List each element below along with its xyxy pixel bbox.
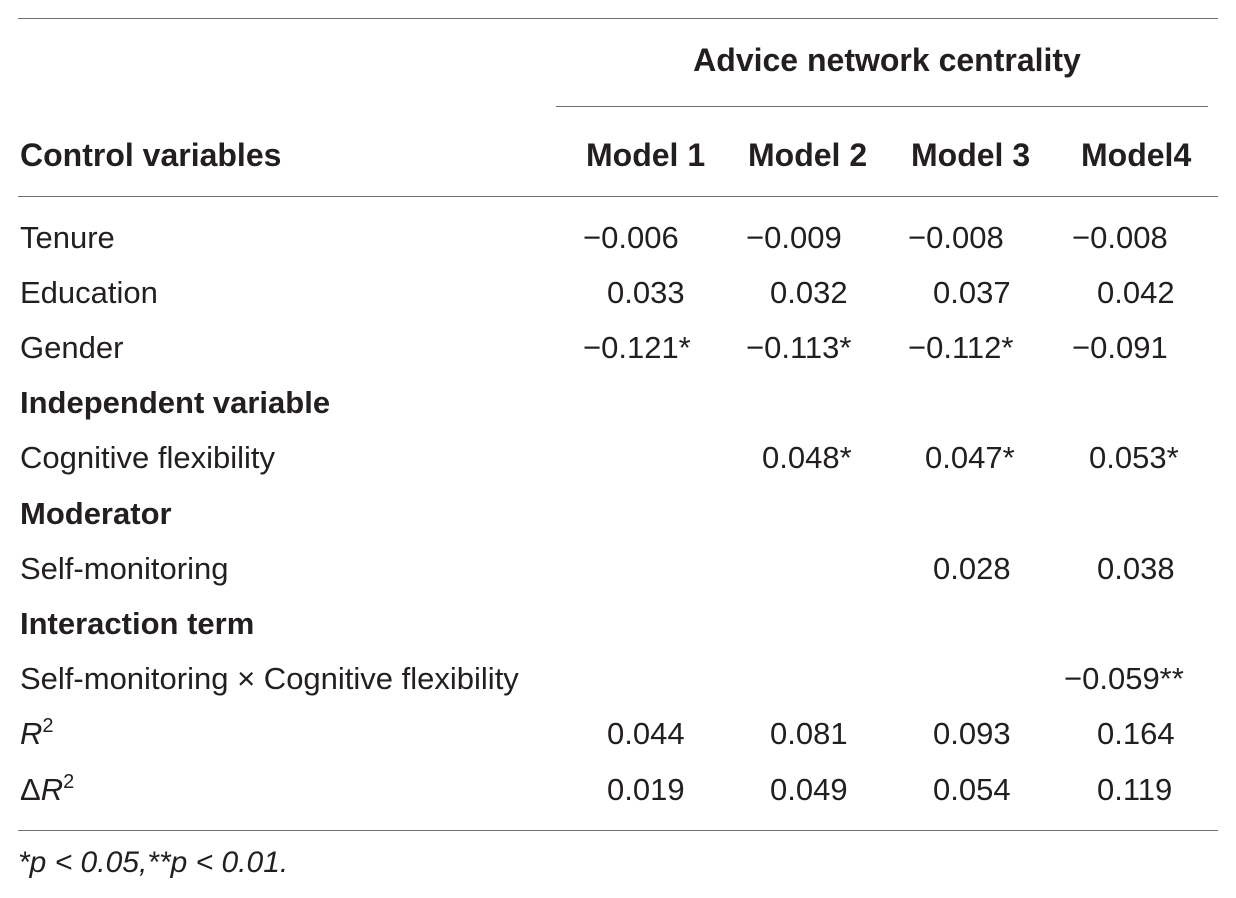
row-label: Gender [20,330,124,365]
r-symbol: R [40,772,64,807]
cell-model-1: −0.121* [583,330,691,365]
cell-model-4: −0.091 [1072,330,1168,365]
cell-model-3: 0.037 [933,275,1011,310]
table-row-education: Education 0.033 0.032 0.037 0.042 [0,272,1236,327]
cell-model-4: 0.053* [1089,440,1179,475]
model-3-header: Model 3 [911,137,1031,173]
cell-model-1: −0.006 [583,220,679,255]
row-label: ΔR2 [20,769,74,811]
model-1-header: Model 1 [586,137,706,173]
model-4-header: Model4 [1081,137,1192,173]
cell-model-2: 0.032 [770,275,848,310]
cell-model-3: 0.093 [933,716,1011,751]
section-heading: Interaction term [20,606,255,641]
table-row-gender: Gender −0.121* −0.113* −0.112* −0.091 [0,327,1236,382]
section-moderator: Moderator [0,493,1236,548]
cell-model-2: 0.049 [770,772,848,807]
table-row-interaction: Self-monitoring × Cognitive flexibility … [0,658,1236,713]
cell-model-2: 0.048* [762,440,852,475]
cell-model-3: 0.054 [933,772,1011,807]
cell-model-1: 0.019 [607,772,685,807]
cell-model-4: 0.164 [1097,716,1175,751]
cell-model-3: 0.047* [925,440,1015,475]
first-column-header: Control variables [20,137,282,173]
row-label: Cognitive flexibility [20,440,275,475]
header-rule [18,196,1218,197]
cell-model-4: 0.038 [1097,551,1175,586]
row-label: Education [20,275,158,310]
cell-model-1: 0.033 [607,275,685,310]
table-row-self-monitoring: Self-monitoring 0.028 0.038 [0,548,1236,603]
cell-model-3: −0.112* [908,330,1014,365]
row-label: Self-monitoring [20,551,229,586]
model-2-header: Model 2 [748,137,868,173]
row-label: R2 [20,713,54,755]
table-row-r-squared: R2 0.044 0.081 0.093 0.164 [0,713,1236,768]
delta-symbol: Δ [20,772,41,807]
section-heading: Moderator [20,496,172,531]
table-row-tenure: Tenure −0.006 −0.009 −0.008 −0.008 [0,217,1236,272]
r-symbol: R [20,716,43,751]
cell-model-4: −0.059** [1064,661,1184,696]
cell-model-2: −0.113* [746,330,852,365]
table-row-cognitive-flexibility: Cognitive flexibility 0.048* 0.047* 0.05… [0,437,1236,492]
cell-model-2: −0.009 [746,220,842,255]
row-label: Self-monitoring × Cognitive flexibility [20,661,519,696]
table-footnote: *p < 0.05,**p < 0.01. [18,846,289,879]
cell-model-1: 0.044 [607,716,685,751]
cell-model-4: 0.119 [1097,772,1173,807]
superscript: 2 [63,771,75,793]
table-bottom-rule [18,830,1218,831]
cell-model-2: 0.081 [770,716,848,751]
cell-model-3: −0.008 [908,220,1004,255]
section-heading: Independent variable [20,385,331,420]
cell-model-3: 0.028 [933,551,1011,586]
cell-model-4: 0.042 [1097,275,1175,310]
row-label: Tenure [20,220,115,255]
superscript: 2 [42,715,54,737]
cell-model-4: −0.008 [1072,220,1168,255]
group-header-rule [556,106,1208,107]
group-header: Advice network centrality [693,42,1081,78]
table-top-rule [18,18,1218,19]
section-interaction-term: Interaction term [0,603,1236,658]
table-row-delta-r-squared: ΔR2 0.019 0.049 0.054 0.119 [0,769,1236,824]
section-independent-variable: Independent variable [0,382,1236,437]
